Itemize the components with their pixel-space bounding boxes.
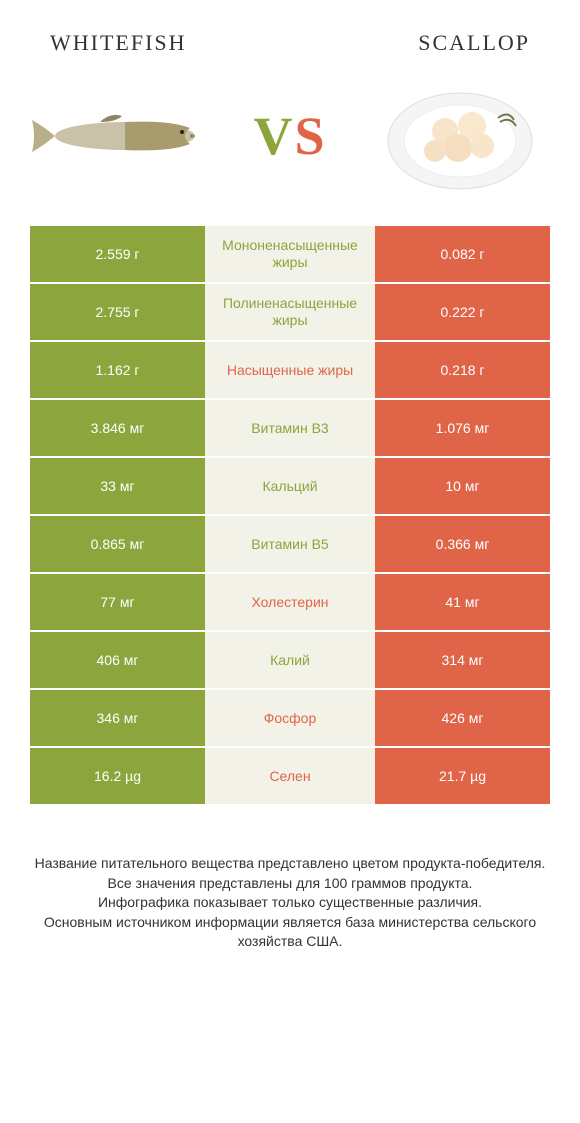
nutrient-label: Холестерин (205, 574, 375, 630)
scallop-icon (380, 76, 540, 196)
nutrient-label: Кальций (205, 458, 375, 514)
header: WHITEFISH SCALLOP (0, 0, 580, 66)
table-row: 2.559 гМононенасыщенные жиры0.082 г (30, 226, 550, 282)
footnote-line: Все значения представлены для 100 граммо… (30, 874, 550, 894)
left-value: 1.162 г (30, 342, 205, 398)
table-row: 1.162 гНасыщенные жиры0.218 г (30, 342, 550, 398)
left-value: 2.559 г (30, 226, 205, 282)
vs-v: V (253, 106, 294, 166)
vs-s: S (294, 106, 326, 166)
nutrient-label: Насыщенные жиры (205, 342, 375, 398)
right-value: 1.076 мг (375, 400, 550, 456)
nutrient-label: Селен (205, 748, 375, 804)
right-title: SCALLOP (418, 30, 530, 56)
left-value: 3.846 мг (30, 400, 205, 456)
right-value: 314 мг (375, 632, 550, 688)
right-value: 0.082 г (375, 226, 550, 282)
nutrient-label: Витамин B5 (205, 516, 375, 572)
left-value: 0.865 мг (30, 516, 205, 572)
left-title: WHITEFISH (50, 30, 187, 56)
scallop-image (370, 76, 550, 196)
left-value: 77 мг (30, 574, 205, 630)
right-value: 10 мг (375, 458, 550, 514)
nutrient-label: Фосфор (205, 690, 375, 746)
left-value: 406 мг (30, 632, 205, 688)
nutrient-label: Полиненасыщенные жиры (205, 284, 375, 340)
footnote-line: Инфографика показывает только существенн… (30, 893, 550, 913)
table-row: 346 мгФосфор426 мг (30, 690, 550, 746)
footnote-line: Основным источником информации является … (30, 913, 550, 952)
nutrient-label: Калий (205, 632, 375, 688)
table-row: 3.846 мгВитамин B31.076 мг (30, 400, 550, 456)
footnote: Название питательного вещества представл… (30, 854, 550, 952)
nutrient-label: Мононенасыщенные жиры (205, 226, 375, 282)
left-value: 16.2 µg (30, 748, 205, 804)
fish-icon (30, 106, 210, 166)
table-row: 16.2 µgСелен21.7 µg (30, 748, 550, 804)
left-value: 2.755 г (30, 284, 205, 340)
comparison-table: 2.559 гМононенасыщенные жиры0.082 г2.755… (30, 226, 550, 804)
left-value: 33 мг (30, 458, 205, 514)
table-row: 33 мгКальций10 мг (30, 458, 550, 514)
right-value: 426 мг (375, 690, 550, 746)
table-row: 77 мгХолестерин41 мг (30, 574, 550, 630)
nutrient-label: Витамин B3 (205, 400, 375, 456)
footnote-line: Название питательного вещества представл… (30, 854, 550, 874)
right-value: 41 мг (375, 574, 550, 630)
right-value: 0.218 г (375, 342, 550, 398)
right-value: 21.7 µg (375, 748, 550, 804)
whitefish-image (30, 76, 210, 196)
vs-label: VS (253, 105, 326, 167)
table-row: 406 мгКалий314 мг (30, 632, 550, 688)
right-value: 0.366 мг (375, 516, 550, 572)
hero: VS (0, 66, 580, 226)
right-value: 0.222 г (375, 284, 550, 340)
table-row: 2.755 гПолиненасыщенные жиры0.222 г (30, 284, 550, 340)
left-value: 346 мг (30, 690, 205, 746)
table-row: 0.865 мгВитамин B50.366 мг (30, 516, 550, 572)
